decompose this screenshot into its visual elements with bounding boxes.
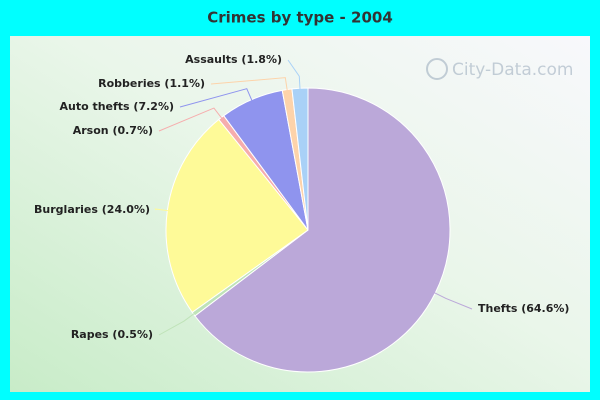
leader-line bbox=[158, 311, 198, 336]
slice-label: Thefts (64.6%) bbox=[478, 302, 569, 315]
leader-line bbox=[179, 88, 254, 108]
slice-label: Assaults (1.8%) bbox=[185, 53, 282, 66]
slice-label: Arson (0.7%) bbox=[73, 124, 153, 137]
slice-label: Auto thefts (7.2%) bbox=[59, 100, 174, 113]
watermark: City-Data.com bbox=[426, 58, 573, 80]
leader-line bbox=[154, 208, 172, 212]
leader-line bbox=[287, 59, 301, 93]
slice-label: Rapes (0.5%) bbox=[71, 328, 153, 341]
watermark-text: City-Data.com bbox=[452, 60, 573, 80]
leader-line bbox=[210, 77, 289, 94]
leader-line bbox=[158, 107, 225, 132]
watermark-icon bbox=[426, 58, 448, 80]
chart-title: Crimes by type - 2004 bbox=[207, 9, 393, 27]
leader-line bbox=[431, 290, 473, 310]
slice-label: Burglaries (24.0%) bbox=[34, 203, 150, 216]
slice-label: Robberies (1.1%) bbox=[98, 77, 205, 90]
